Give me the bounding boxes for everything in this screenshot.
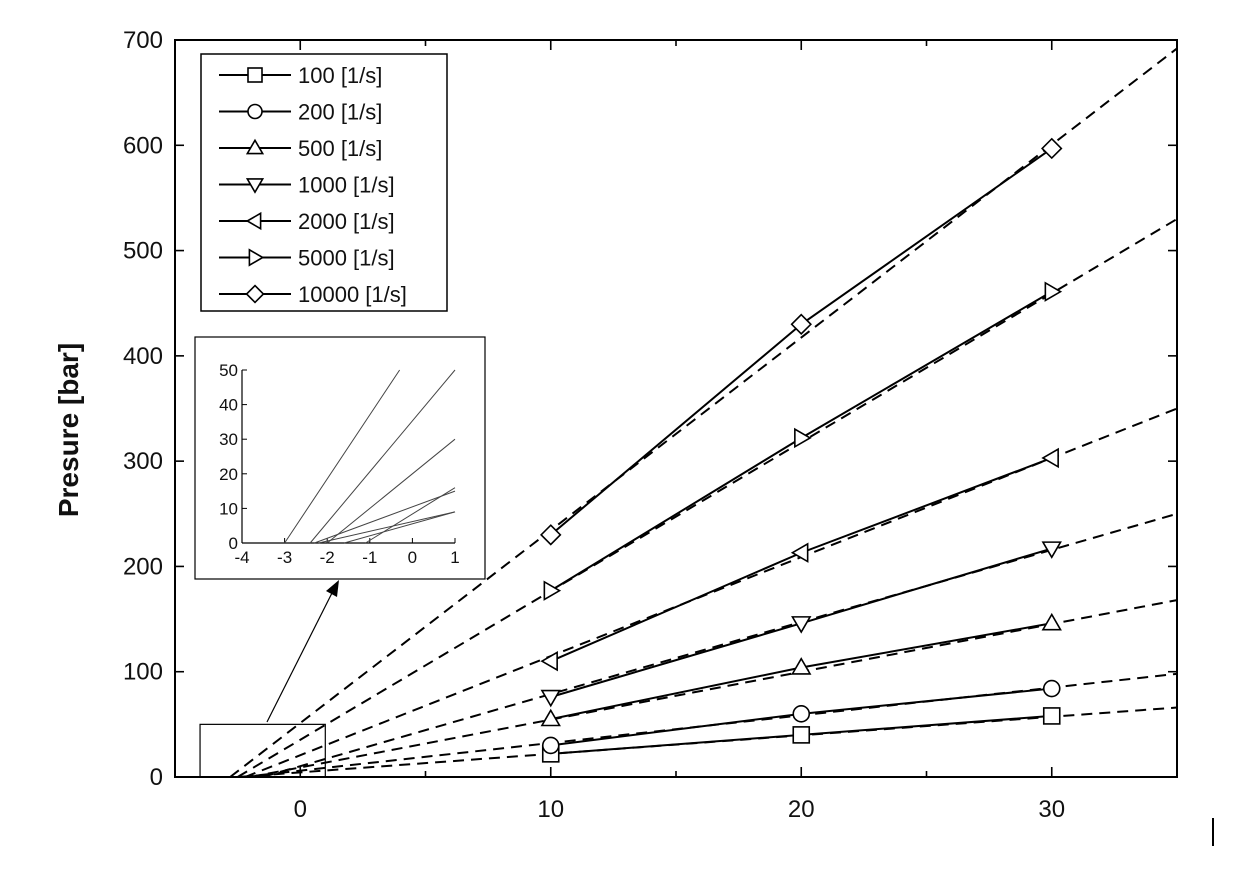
data-point — [540, 708, 561, 727]
data-point — [540, 689, 561, 708]
data-point — [790, 542, 809, 563]
inset-x-tick-label: 0 — [408, 548, 417, 567]
data-point — [791, 657, 812, 675]
inset-line — [344, 511, 456, 544]
inset-y-tick-label: 30 — [219, 430, 238, 449]
x-tick-label: 10 — [537, 796, 564, 823]
x-tick-label: 30 — [1038, 796, 1065, 823]
legend-label: 200 [1/s] — [298, 100, 382, 125]
inset-x-tick-label: -3 — [277, 548, 292, 567]
inset-y-tick-label: 40 — [219, 396, 238, 415]
x-tick-label: 0 — [294, 796, 307, 823]
inset-y-tick-label: 0 — [229, 534, 238, 553]
y-tick-label: 200 — [123, 553, 163, 580]
fit-line — [229, 47, 1178, 778]
y-tick-label: 400 — [123, 343, 163, 370]
data-point — [1041, 612, 1062, 631]
y-tick-label: 100 — [123, 659, 163, 686]
data-point — [543, 580, 562, 601]
inset-frame — [194, 336, 486, 580]
data-point — [790, 313, 812, 336]
inset-line — [314, 490, 456, 544]
y-axis-label: Presure [bar] — [53, 343, 84, 517]
inset-x-tick-label: -1 — [362, 548, 377, 567]
y-tick-label: 600 — [123, 132, 163, 159]
inset-y-tick-label: 50 — [219, 361, 238, 380]
data-point — [1041, 541, 1062, 559]
legend-label: 2000 [1/s] — [298, 209, 395, 234]
y-tick-label: 300 — [123, 448, 163, 475]
legend-marker — [245, 138, 265, 155]
data-point — [1044, 281, 1063, 302]
inset-x-tick-label: 1 — [450, 548, 459, 567]
data-point — [541, 736, 560, 755]
legend-marker — [248, 248, 265, 267]
zoom-arrow — [266, 580, 339, 723]
legend-label: 1000 [1/s] — [298, 173, 395, 198]
data-point — [540, 524, 562, 546]
data-point — [791, 616, 812, 634]
inset-plot: 0 10 20 30 40 50 -4 -3 -2 -1 0 1 — [219, 361, 460, 567]
legend-marker — [247, 67, 263, 83]
legend-box — [200, 53, 448, 312]
legend-marker — [245, 211, 262, 231]
data-point — [792, 726, 811, 744]
data-point — [1042, 707, 1061, 725]
data-point — [540, 650, 558, 672]
inset-line — [284, 369, 401, 544]
data-point — [794, 427, 812, 449]
inset-line — [365, 487, 456, 544]
data-point — [792, 705, 811, 723]
inset-y-tick-label: 20 — [219, 465, 238, 484]
y-tick-label: 500 — [123, 238, 163, 265]
inset-y-tick-label: 10 — [219, 499, 238, 518]
legend-label: 500 [1/s] — [298, 136, 382, 161]
legend-marker — [247, 103, 263, 120]
inset-line — [309, 369, 456, 544]
legend-marker — [245, 178, 265, 194]
series-markers — [540, 137, 1063, 763]
inset-x-tick-label: -4 — [234, 548, 249, 567]
inset-line — [318, 511, 456, 544]
legend: 100 [1/s] 200 [1/s] 500 [1/s] 1000 [1/s] 200… — [219, 63, 407, 307]
legend-label: 10000 [1/s] — [298, 282, 407, 307]
series-line — [550, 147, 1053, 536]
x-tick-label: 20 — [788, 796, 815, 823]
fit-line — [249, 599, 1178, 778]
data-point — [1041, 447, 1059, 469]
inset-x-tick-label: -2 — [320, 548, 335, 567]
legend-marker — [245, 284, 265, 304]
data-point — [1041, 137, 1063, 160]
fit-line — [237, 218, 1178, 778]
legend-label: 100 [1/s] — [298, 63, 382, 88]
zoom-region-box — [199, 723, 326, 778]
legend-label: 5000 [1/s] — [298, 246, 395, 271]
inset-line — [326, 438, 456, 544]
y-tick-label: 700 — [123, 27, 163, 54]
data-point — [1042, 679, 1061, 698]
y-tick-label: 0 — [150, 764, 163, 791]
